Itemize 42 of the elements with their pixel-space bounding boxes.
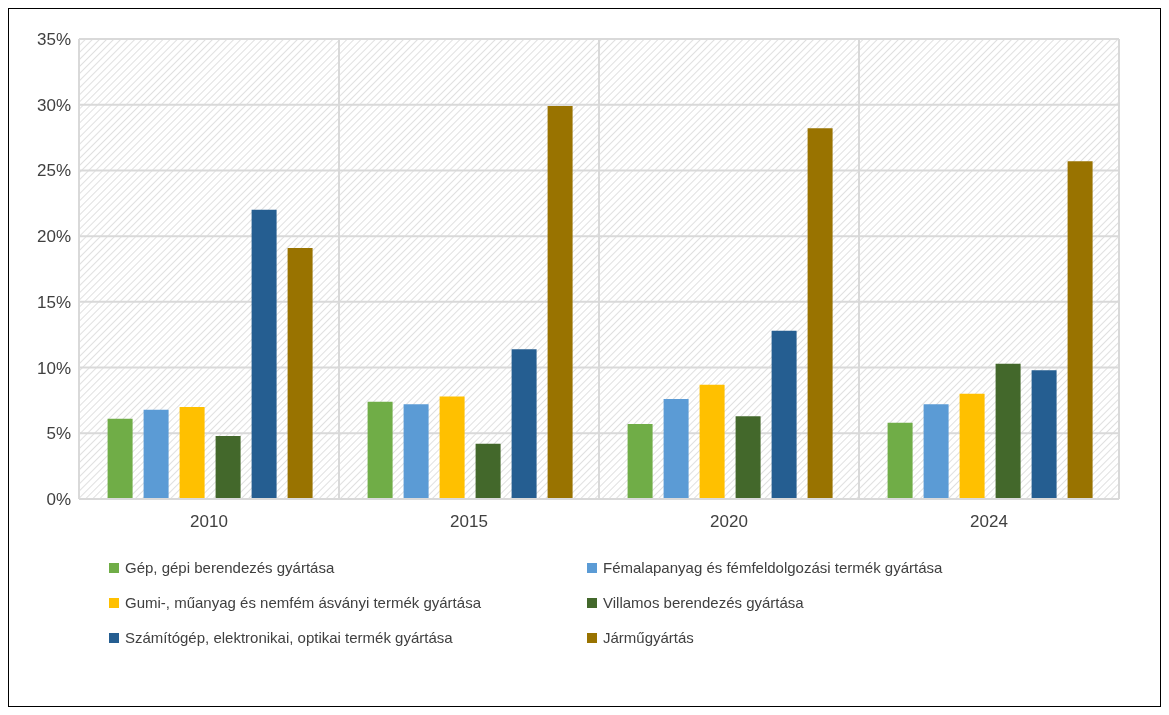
bar	[367, 401, 393, 499]
bar	[475, 443, 501, 499]
bar	[547, 106, 573, 499]
bar	[403, 404, 429, 499]
bar	[735, 416, 761, 499]
y-tick-label: 10%	[36, 358, 71, 378]
bar	[143, 409, 169, 499]
x-tick-label: 2024	[970, 512, 1008, 532]
legend-label: Gép, gépi berendezés gyártása	[125, 559, 335, 576]
bar	[807, 128, 833, 499]
legend-label: Villamos berendezés gyártása	[603, 594, 804, 611]
legend-label: Gumi-, műanyag és nemfém ásványi termék gyártása	[125, 594, 481, 611]
bar	[439, 396, 465, 499]
y-tick-label: 15%	[36, 292, 71, 312]
bar	[287, 247, 313, 499]
bar	[959, 393, 985, 499]
y-tick-label: 35%	[36, 30, 71, 50]
bar	[1031, 370, 1057, 499]
bar	[887, 422, 913, 499]
y-tick-label: 20%	[36, 227, 71, 247]
bar	[511, 349, 537, 499]
legend-label: Fémalapanyag és fémfeldolgozási termék gyártása	[603, 559, 943, 576]
legend-label: Járműgyártás	[603, 629, 694, 646]
bar	[995, 363, 1021, 499]
bar	[251, 209, 277, 499]
x-tick-label: 2010	[190, 512, 228, 532]
bar	[923, 404, 949, 499]
x-tick-label: 2020	[710, 512, 748, 532]
bar	[1067, 161, 1093, 499]
bar	[215, 435, 241, 499]
y-tick-label: 5%	[46, 424, 71, 444]
bar	[663, 399, 689, 499]
bar	[107, 418, 133, 499]
bar	[771, 330, 797, 499]
y-tick-label: 0%	[46, 490, 71, 510]
y-tick-label: 25%	[36, 161, 71, 181]
bar	[699, 384, 725, 499]
y-tick-label: 30%	[36, 95, 71, 115]
bar	[627, 424, 653, 499]
legend-label: Számítógép, elektronikai, optikai termék gyártása	[125, 629, 453, 646]
x-tick-label: 2015	[450, 512, 488, 532]
bar	[179, 407, 205, 499]
